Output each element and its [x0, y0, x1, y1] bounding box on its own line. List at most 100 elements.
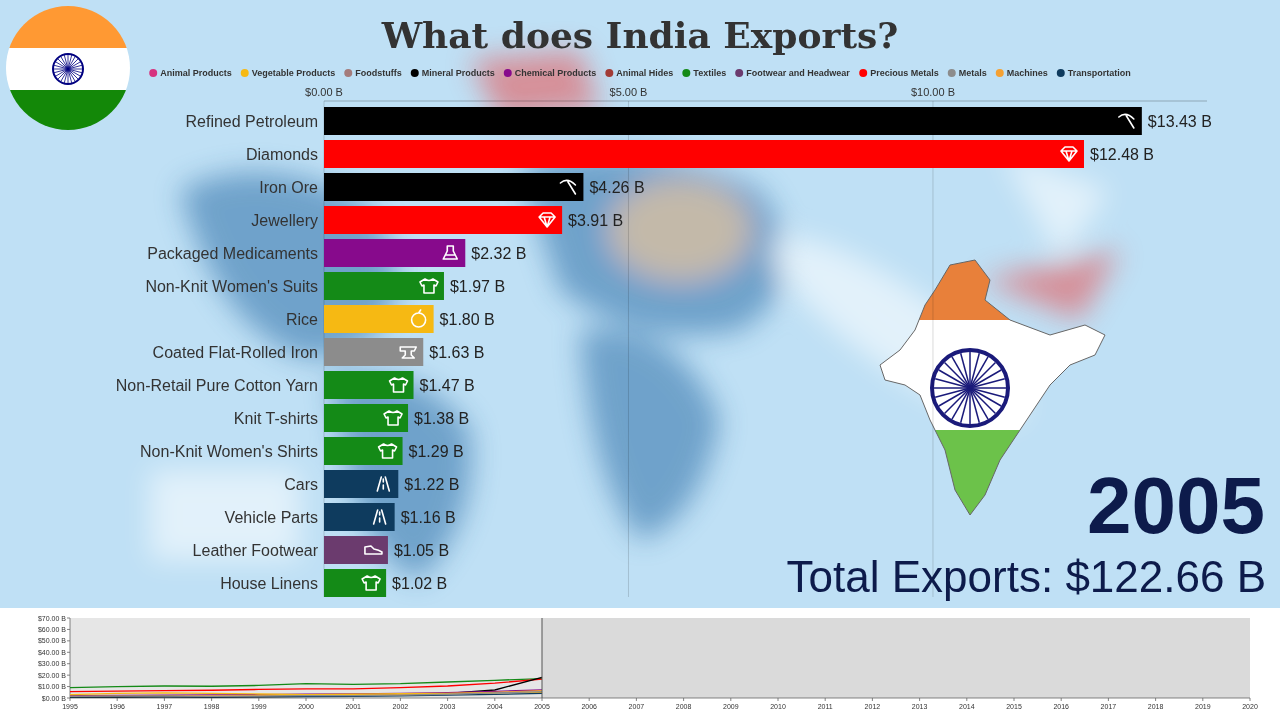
bar-icon — [374, 510, 386, 524]
icon-part — [560, 180, 575, 194]
bar — [324, 338, 423, 366]
tick-label: $70.00 B — [38, 615, 66, 622]
legend-label: Mineral Products — [422, 68, 495, 78]
bar-icon — [362, 576, 380, 590]
flag — [0, 0, 140, 140]
icon-part — [390, 378, 408, 392]
map-wheel-spoke — [934, 387, 970, 389]
legend-label: Footwear and Headwear — [746, 68, 850, 78]
icon-part — [379, 444, 397, 458]
bar — [324, 173, 583, 201]
legend-swatch — [1057, 69, 1065, 77]
flag-spoke — [54, 69, 68, 73]
bar — [324, 107, 1142, 135]
chart-title: What does India Exports? — [381, 14, 899, 56]
tick-mark — [542, 698, 543, 701]
icon-part — [1119, 114, 1134, 128]
data-label: $1.02 B — [392, 575, 447, 592]
bar-icon — [560, 180, 575, 194]
bar-icon — [377, 477, 389, 491]
legend-item: Vegetable Products — [241, 68, 336, 78]
tick-mark — [353, 698, 354, 701]
data-label: $3.91 B — [568, 212, 623, 229]
data-label: $1.29 B — [409, 443, 464, 460]
tick-label: $10.00 B — [911, 86, 955, 98]
legend-swatch — [344, 69, 352, 77]
legend-label: Foodstuffs — [355, 68, 402, 78]
legend-swatch — [735, 69, 743, 77]
category-label: Non-Knit Women's Suits — [145, 278, 318, 295]
legend-item: Precious Metals — [859, 68, 939, 78]
blob — [980, 250, 1120, 320]
tick-mark — [67, 640, 70, 641]
data-label: $1.47 B — [420, 377, 475, 394]
tick-mark — [1202, 698, 1203, 701]
tick-label: 2001 — [345, 703, 361, 710]
data-label: $12.48 B — [1090, 146, 1154, 163]
current-year-line — [542, 618, 543, 698]
bar-icon — [379, 444, 397, 458]
tick-label: 2017 — [1101, 703, 1117, 710]
tick-label: 1997 — [157, 703, 173, 710]
legend-item: Footwear and Headwear — [735, 68, 850, 78]
legend: Animal Products Vegetable Products Foodstu… — [149, 68, 1131, 78]
data-label: $1.80 B — [440, 311, 495, 328]
tick-label: 2002 — [393, 703, 409, 710]
series-line — [70, 679, 542, 688]
category-label: Rice — [286, 311, 318, 328]
flag-band — [0, 90, 140, 140]
category-label: Non-Knit Women's Shirts — [140, 443, 318, 460]
tick-label: 2007 — [629, 703, 645, 710]
mini-y-axis — [70, 618, 71, 698]
category-label: Vehicle Parts — [225, 509, 318, 526]
icon-part — [400, 347, 416, 358]
map-outline — [880, 260, 1105, 515]
map-wheel-spoke — [935, 388, 970, 397]
bar — [324, 305, 434, 333]
map-wheel-spoke — [970, 387, 1006, 389]
map-wheel-spoke — [970, 370, 1001, 388]
bar — [324, 437, 403, 465]
icon-part — [377, 477, 389, 491]
bar-icons — [362, 114, 1134, 590]
x-axis: $0.00 B$5.00 B$10.00 B — [305, 86, 1207, 597]
tick-mark — [1250, 698, 1251, 701]
tick-mark — [67, 663, 70, 664]
chart-root: What does India Exports? Animal Products V… — [0, 0, 1280, 720]
tick-label: 2013 — [912, 703, 928, 710]
map-wheel-spoke — [952, 357, 970, 388]
legend-swatch — [605, 69, 613, 77]
icon-part — [384, 411, 402, 425]
map-wheel-spoke — [961, 353, 970, 388]
flag-spoke — [55, 69, 68, 77]
bar — [324, 140, 1084, 168]
data-label: $1.38 B — [414, 410, 469, 427]
bar-icon — [400, 347, 416, 358]
category-label: Coated Flat-Rolled Iron — [153, 344, 318, 361]
tick-label: $10.00 B — [38, 683, 66, 690]
icon-part — [539, 213, 555, 227]
flag-wheel — [53, 54, 83, 84]
map-wheel-spoke — [970, 379, 1005, 388]
bar-icon — [539, 213, 555, 227]
tick-mark — [683, 698, 684, 701]
legend-swatch — [149, 69, 157, 77]
data-label: $1.63 B — [429, 344, 484, 361]
tick-label: 2009 — [723, 703, 739, 710]
bar — [324, 272, 444, 300]
tick-label: 1995 — [62, 703, 78, 710]
tick-mark — [67, 698, 70, 699]
bars — [324, 107, 1142, 597]
legend-item: Animal Products — [149, 68, 232, 78]
category-label: Jewellery — [251, 212, 318, 229]
legend-item: Transportation — [1057, 68, 1131, 78]
bar — [324, 206, 562, 234]
tick-label: 2005 — [534, 703, 550, 710]
tick-label: 1998 — [204, 703, 220, 710]
mini-lines — [70, 677, 542, 697]
map-wheel-spoke — [970, 388, 979, 423]
legend-label: Textiles — [693, 68, 726, 78]
map-band — [870, 430, 1120, 530]
tick-label: 2016 — [1053, 703, 1069, 710]
legend-swatch — [948, 69, 956, 77]
